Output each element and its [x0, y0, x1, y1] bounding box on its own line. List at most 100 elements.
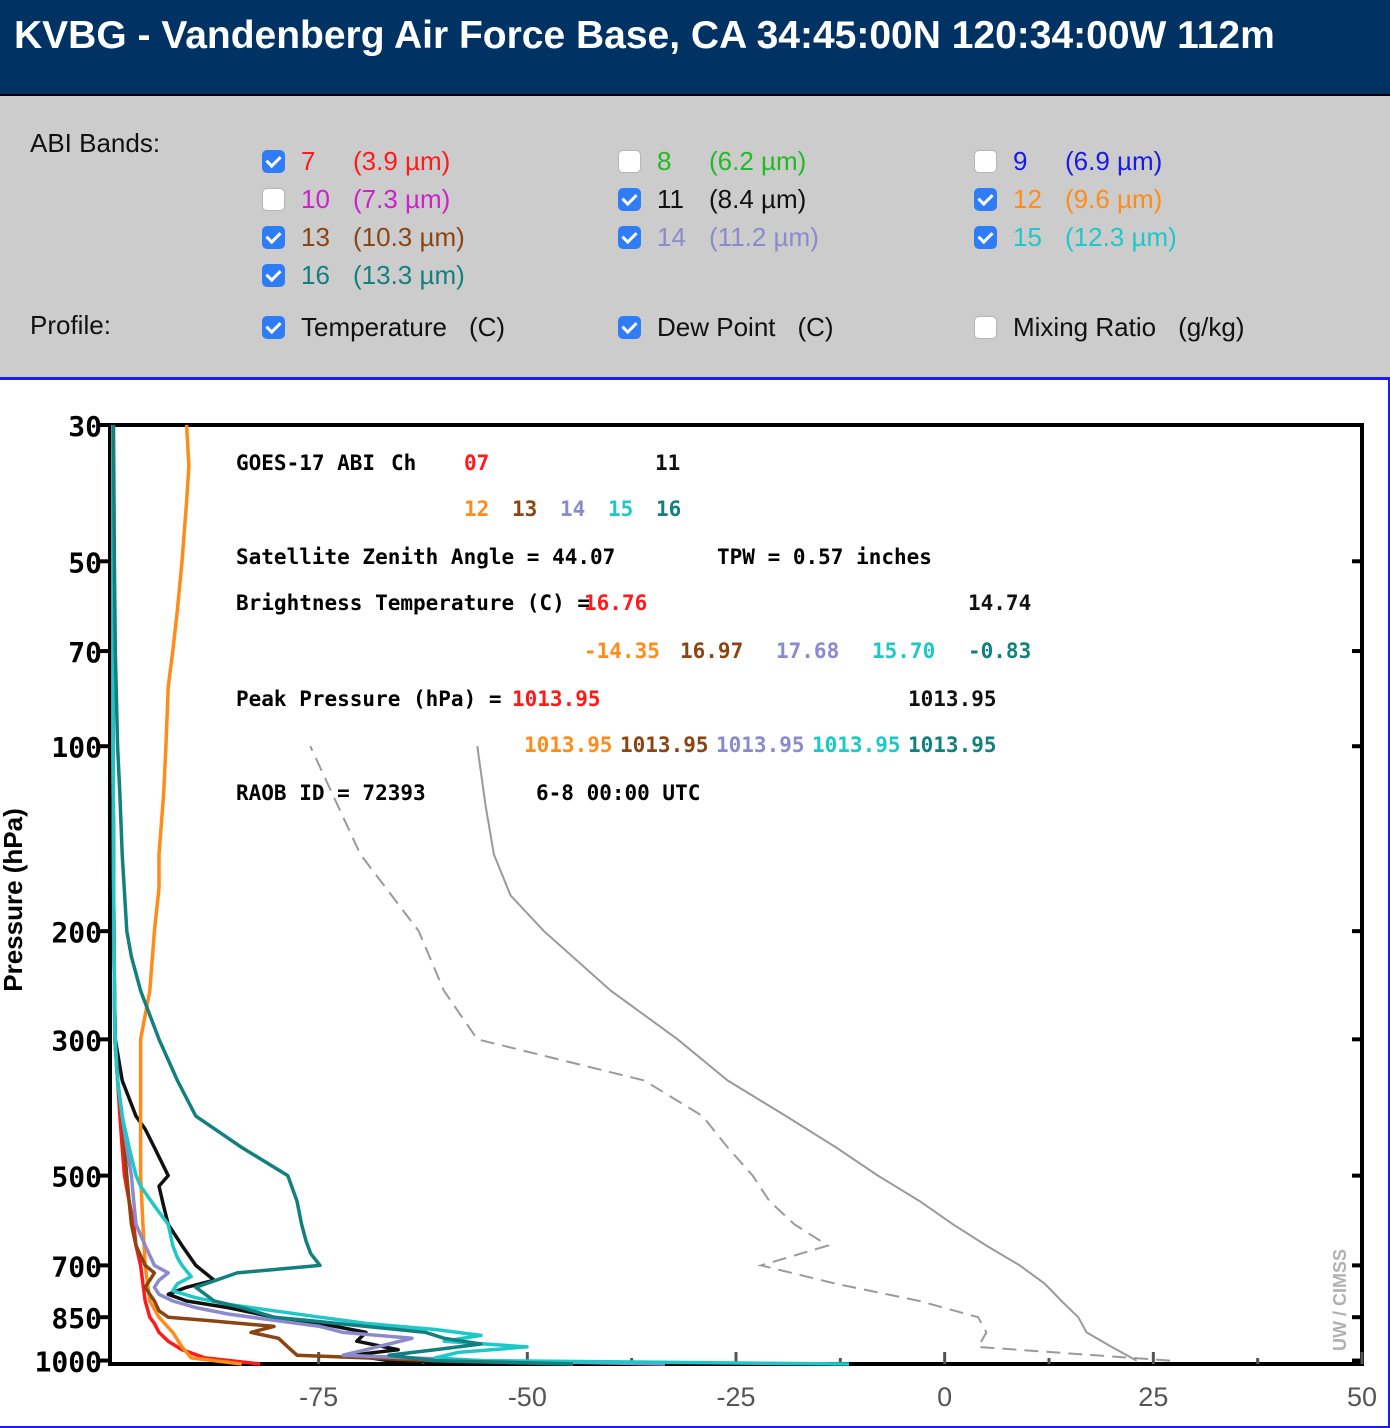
channel-label: 12 — [464, 497, 489, 521]
band-11-checkbox[interactable] — [618, 188, 641, 211]
zenith-angle: Satellite Zenith Angle = 44.07 — [236, 545, 615, 569]
valid-time: 6-8 00:00 UTC — [536, 781, 700, 805]
annotation-ch-label: Ch — [391, 451, 416, 475]
band-16-checkbox[interactable] — [262, 264, 285, 287]
profile-name: Temperature — [301, 312, 447, 342]
profile-checkbox[interactable] — [974, 316, 997, 339]
weighting-function-15 — [111, 425, 850, 1366]
station-title: KVBG - Vandenberg Air Force Base, CA 34:… — [14, 14, 1275, 57]
peak-value: 1013.95 — [620, 733, 709, 757]
band-number: 15 — [1013, 222, 1042, 252]
profile-option-mixing-ratio[interactable]: Mixing Ratio (g/kg) — [974, 312, 1245, 343]
profile-option-temperature[interactable]: Temperature (C) — [262, 312, 505, 343]
band-14-checkbox[interactable] — [618, 226, 641, 249]
y-tick-label: 300 — [51, 1024, 102, 1057]
y-tick-label: 30 — [68, 410, 102, 443]
x-tick-label: -50 — [508, 1382, 547, 1412]
band-number: 11 — [657, 184, 684, 214]
band-number: 12 — [1013, 184, 1042, 214]
band-option-7[interactable]: 7 (3.9 µm) — [262, 146, 450, 177]
band-option-11[interactable]: 11 (8.4 µm) — [618, 184, 806, 215]
band-number: 13 — [301, 222, 330, 252]
band-7-checkbox[interactable] — [262, 150, 285, 173]
title-bar: KVBG - Vandenberg Air Force Base, CA 34:… — [0, 0, 1390, 96]
y-tick-label: 200 — [51, 916, 102, 949]
tpw-value: TPW = 0.57 inches — [717, 545, 932, 569]
y-tick-label: 100 — [51, 731, 102, 764]
channel-label: 07 — [464, 451, 489, 475]
channel-label: 15 — [608, 497, 633, 521]
band-wavelength: (3.9 µm) — [353, 146, 451, 176]
band-option-8[interactable]: 8 (6.2 µm) — [618, 146, 806, 177]
x-tick-label: 25 — [1138, 1382, 1168, 1412]
profile-unit: (C) — [468, 312, 506, 342]
peak-value: 1013.95 — [908, 687, 997, 711]
y-tick-label: 500 — [51, 1161, 102, 1194]
band-number: 8 — [657, 146, 672, 176]
band-8-checkbox[interactable] — [618, 150, 641, 173]
annotation-instrument: GOES-17 ABI — [236, 451, 375, 475]
band-option-15[interactable]: 15 (12.3 µm) — [974, 222, 1177, 253]
sounding-chart: 30 50 70 100 200 300 500 700 850 1000 -75 -50 -25 0 2… — [0, 410, 1377, 1412]
band-12-checkbox[interactable] — [974, 188, 997, 211]
band-option-13[interactable]: 13 (10.3 µm) — [262, 222, 465, 253]
x-tick-label: 0 — [937, 1382, 952, 1412]
peak-value: 1013.95 — [524, 733, 613, 757]
peak-value: 1013.95 — [512, 687, 601, 711]
weighting-function-16 — [111, 424, 574, 1366]
band-option-10[interactable]: 10 (7.3 µm) — [262, 184, 450, 215]
band-wavelength: (6.9 µm) — [1065, 146, 1163, 176]
band-wavelength: (7.3 µm) — [353, 184, 451, 214]
bt-value: 16.97 — [680, 639, 743, 663]
y-tick-label: 850 — [51, 1302, 102, 1335]
bt-value: -14.35 — [584, 639, 660, 663]
profile-name: Dew Point — [657, 312, 776, 342]
band-option-14[interactable]: 14 (11.2 µm) — [618, 222, 819, 253]
profile-checkbox[interactable] — [262, 316, 285, 339]
band-13-checkbox[interactable] — [262, 226, 285, 249]
plot-frame — [108, 423, 1364, 1366]
band-wavelength: (6.2 µm) — [709, 146, 807, 176]
band-wavelength: (10.3 µm) — [353, 222, 465, 252]
temperature-profile — [476, 746, 1138, 1362]
band-number: 16 — [301, 260, 330, 290]
band-wavelength: (8.4 µm) — [709, 184, 807, 214]
channel-label: 11 — [655, 451, 680, 475]
channel-label: 14 — [560, 497, 585, 521]
bt-value: 16.76 — [584, 591, 647, 615]
peak-label: Peak Pressure (hPa) = — [236, 687, 502, 711]
profile-unit: (C) — [797, 312, 834, 342]
band-number: 10 — [301, 184, 330, 214]
profile-checkbox[interactable] — [618, 316, 641, 339]
chart-area: 30 50 70 100 200 300 500 700 850 1000 -75 -50 -25 0 2… — [0, 380, 1390, 1428]
band-option-9[interactable]: 9 (6.9 µm) — [974, 146, 1162, 177]
peak-value: 1013.95 — [908, 733, 997, 757]
y-axis-title: Pressure (hPa) — [0, 808, 28, 992]
profile-name: Mixing Ratio — [1013, 312, 1157, 342]
peak-value: 1013.95 — [812, 733, 901, 757]
control-panel: ABI Bands: Profile: 7 (3.9 µm) 8 (6.2 µm) 9 (… — [0, 96, 1390, 380]
band-wavelength: (9.6 µm) — [1065, 184, 1163, 214]
abi-bands-label: ABI Bands: — [30, 128, 161, 158]
y-tick-label: 1000 — [35, 1346, 102, 1379]
bt-value: -0.83 — [968, 639, 1031, 663]
profile-option-dew-point[interactable]: Dew Point (C) — [618, 312, 834, 343]
profile-label: Profile: — [30, 310, 111, 340]
band-wavelength: (12.3 µm) — [1065, 222, 1177, 252]
x-tick-label: -25 — [716, 1382, 755, 1412]
x-tick-label: -75 — [299, 1382, 338, 1412]
channel-label: 13 — [512, 497, 537, 521]
band-number: 7 — [301, 146, 316, 176]
y-tick-label: 50 — [68, 546, 102, 579]
profile-unit: (g/kg) — [1178, 312, 1245, 342]
band-number: 9 — [1013, 146, 1028, 176]
band-option-12[interactable]: 12 (9.6 µm) — [974, 184, 1162, 215]
bt-value: 14.74 — [968, 591, 1031, 615]
band-10-checkbox[interactable] — [262, 188, 285, 211]
band-9-checkbox[interactable] — [974, 150, 997, 173]
band-option-16[interactable]: 16 (13.3 µm) — [262, 260, 465, 291]
channel-label: 16 — [656, 497, 681, 521]
bt-value: 17.68 — [776, 639, 839, 663]
band-wavelength: (11.2 µm) — [709, 222, 819, 252]
band-15-checkbox[interactable] — [974, 226, 997, 249]
